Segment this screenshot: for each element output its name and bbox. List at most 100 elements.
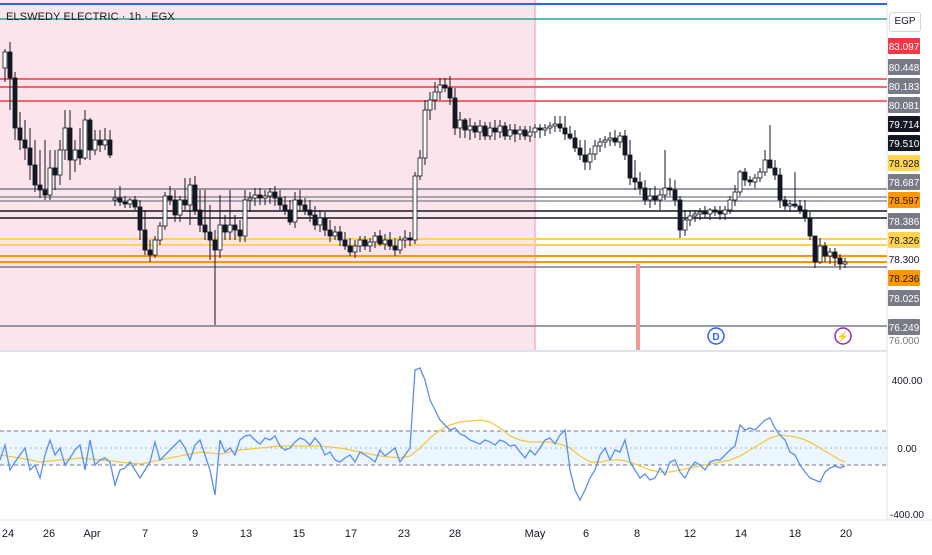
candle-body — [222, 224, 228, 233]
candlestick — [777, 168, 783, 208]
candlestick — [572, 130, 578, 152]
candle-body — [22, 139, 28, 149]
candlestick — [237, 220, 243, 242]
candlestick — [212, 230, 218, 325]
price-label: 78.687 — [888, 174, 920, 190]
time-axis-label: May — [525, 528, 546, 540]
cci-ma-line — [0, 419, 846, 473]
candlestick — [132, 196, 138, 210]
time-axis-label: 23 — [398, 528, 410, 540]
price-label: 78.928 — [888, 155, 920, 171]
time-axis-label: 24 — [2, 528, 14, 540]
candle-body — [812, 235, 818, 263]
candle-body — [797, 205, 803, 211]
candle-body — [62, 127, 68, 151]
candlestick — [112, 190, 118, 206]
candlestick — [382, 234, 388, 250]
candle-body — [487, 127, 493, 137]
candle-body — [642, 187, 648, 201]
price-label-text: 80.448 — [889, 63, 920, 74]
candlestick — [32, 140, 38, 192]
candle-body — [687, 215, 693, 221]
candlestick — [92, 130, 98, 155]
earnings-circle — [834, 327, 852, 345]
candlestick — [597, 138, 603, 152]
candlestick — [747, 176, 753, 186]
candlestick — [477, 120, 483, 140]
candle-body — [362, 239, 368, 247]
time-axis-label: 6 — [583, 528, 589, 540]
candlestick — [102, 128, 108, 150]
candlestick — [97, 130, 103, 152]
candlestick — [262, 190, 268, 205]
candle-body — [542, 127, 548, 131]
candlestick — [217, 195, 223, 258]
price-label-text: 80.183 — [889, 82, 920, 93]
candle-body — [392, 245, 398, 251]
candle-body — [747, 179, 753, 183]
candle-body — [12, 77, 18, 129]
candle-body — [567, 133, 573, 139]
candle-body — [832, 251, 838, 259]
candle-body — [367, 241, 373, 247]
candle-body — [317, 217, 323, 226]
candlestick — [22, 120, 28, 160]
candle-body — [277, 197, 283, 206]
candlestick — [842, 258, 848, 268]
candle-body — [327, 229, 333, 237]
dividend-marker[interactable]: D — [707, 327, 725, 345]
candlestick — [537, 124, 543, 138]
time-axis-label: 20 — [840, 528, 852, 540]
price-label: 78.236 — [888, 270, 920, 286]
time-axis-label: 8 — [634, 528, 640, 540]
time-axis-label: 28 — [449, 528, 461, 540]
lightning-icon: ⚡ — [837, 330, 849, 343]
candle-body — [602, 139, 608, 143]
candle-body — [742, 171, 748, 181]
price-label: 79.510 — [888, 135, 920, 151]
candlestick — [502, 122, 508, 140]
candlestick — [417, 150, 423, 180]
candle-body — [587, 153, 593, 163]
candlestick — [422, 100, 428, 165]
price-label-text: 78.326 — [889, 236, 920, 247]
candle-body — [607, 137, 613, 141]
candlestick — [732, 185, 738, 206]
candle-body — [507, 129, 513, 137]
price-label-text: 78.928 — [889, 159, 920, 170]
candle-body — [302, 204, 308, 211]
candle-body — [432, 91, 438, 101]
price-label-text: 78.236 — [889, 274, 920, 285]
candlestick — [457, 112, 463, 138]
candlestick — [17, 112, 23, 150]
candlestick — [822, 242, 828, 262]
symbol-title[interactable]: ELSWEDY ELECTRIC · 1h · EGX — [6, 11, 175, 23]
candlestick — [522, 126, 528, 140]
candlestick — [717, 206, 723, 220]
candle-body — [92, 139, 98, 151]
candlestick — [37, 150, 43, 198]
candle-body — [807, 217, 813, 237]
candle-body — [752, 177, 758, 183]
candlestick — [377, 230, 383, 246]
earnings-marker[interactable]: ⚡ — [834, 327, 852, 345]
candle-body — [172, 199, 178, 216]
candlestick — [642, 180, 648, 205]
candlestick — [627, 140, 633, 185]
candle-body — [377, 235, 383, 245]
time-axis-label: 18 — [789, 528, 801, 540]
candlestick — [682, 210, 688, 236]
time-axis-label: 26 — [43, 528, 55, 540]
price-label-text: 76.249 — [889, 323, 920, 334]
candle-body — [582, 154, 588, 163]
candlestick — [142, 210, 148, 255]
candle-body — [402, 237, 408, 241]
candlestick — [527, 126, 533, 142]
price-label-text: 78.300 — [889, 255, 920, 266]
candle-body — [552, 123, 558, 127]
candle-body — [282, 204, 288, 211]
candle-body — [212, 239, 218, 251]
currency-button[interactable]: EGP — [889, 12, 921, 32]
